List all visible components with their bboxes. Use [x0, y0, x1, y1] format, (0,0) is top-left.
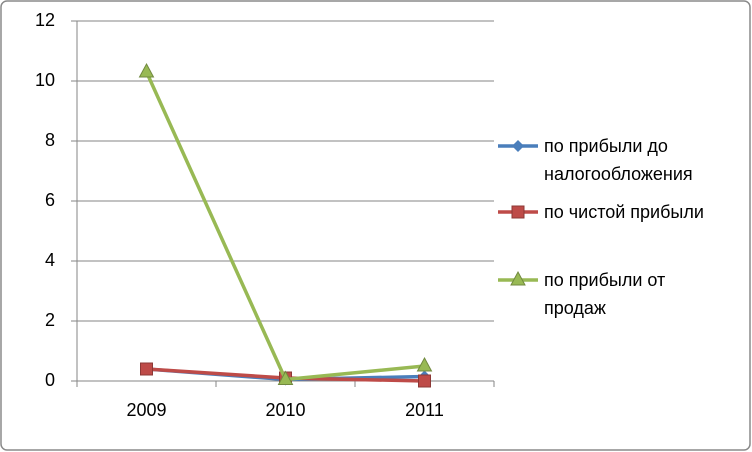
marker — [511, 205, 525, 219]
y-tick-label: 6 — [45, 190, 55, 210]
marker — [277, 370, 294, 385]
y-tick-label: 4 — [45, 250, 55, 270]
marker — [510, 270, 526, 286]
x-tick-label: 2009 — [126, 400, 166, 420]
y-tick-label: 2 — [45, 310, 55, 330]
legend-label: по прибыли до налогообложения — [544, 136, 693, 184]
legend-label: по прибыли от продаж — [544, 270, 666, 318]
y-tick-label: 10 — [35, 70, 55, 90]
y-tick-label: 0 — [45, 370, 55, 390]
y-tick-label: 12 — [35, 10, 55, 30]
marker — [512, 140, 524, 152]
x-tick-label: 2010 — [265, 400, 305, 420]
marker — [418, 374, 431, 388]
marker — [416, 356, 433, 372]
marker — [140, 362, 153, 376]
legend-label: по чистой прибыли — [544, 202, 704, 222]
y-tick-label: 8 — [45, 130, 55, 150]
x-tick-label: 2011 — [405, 400, 444, 420]
marker — [138, 62, 155, 78]
